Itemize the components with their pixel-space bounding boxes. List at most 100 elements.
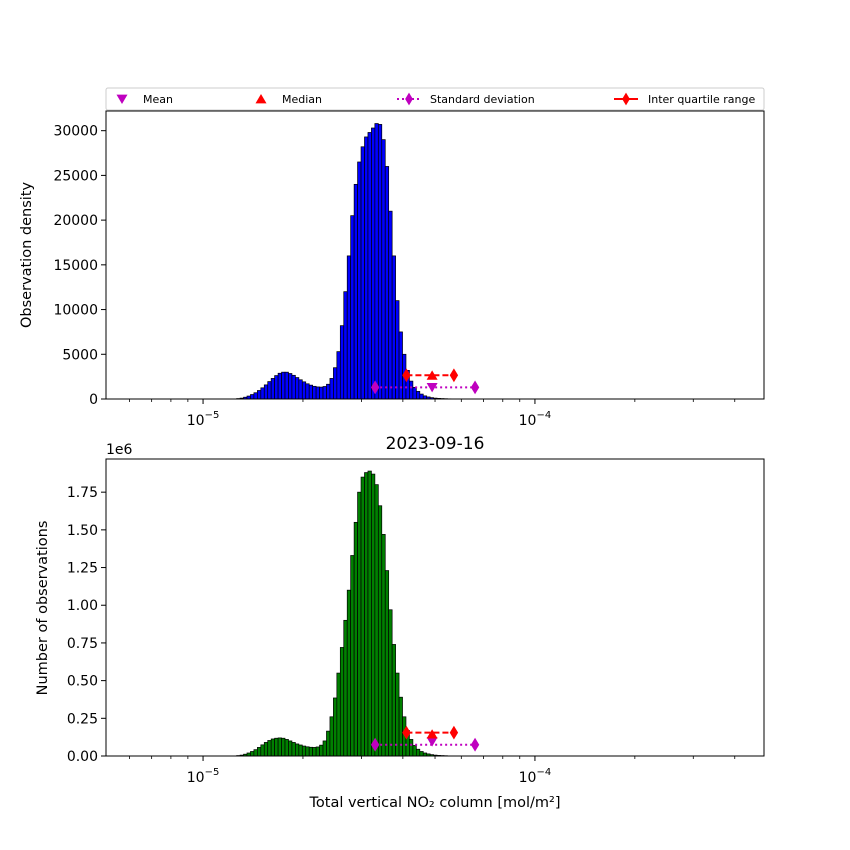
top-histogram-bar (315, 386, 320, 400)
top-histogram-bar (333, 367, 338, 400)
top-y-tick-label: 20000 (53, 213, 98, 229)
top-histogram-bar (267, 381, 272, 400)
top-y-tick-label: 15000 (53, 258, 98, 274)
bottom-y-tick-label: 1.25 (67, 561, 98, 577)
bottom-histogram-bar (415, 748, 421, 757)
top-histogram-bar (353, 183, 358, 400)
bottom-histogram-bar (412, 745, 417, 757)
top-histogram-bar (371, 127, 376, 400)
top-histogram-bar (288, 373, 293, 400)
bottom-axes-frame (105, 458, 765, 757)
bottom-x-axis-label: Total vertical NO₂ column [mol/m²] (309, 795, 561, 811)
bottom-histogram-bar (374, 484, 379, 757)
top-histogram-bar (360, 146, 365, 400)
top-histogram-bars (236, 123, 472, 400)
bottom-histogram-bar (371, 473, 376, 757)
top-y-axis-label: Observation density (19, 182, 35, 328)
top-histogram-bar (260, 387, 265, 400)
top-histogram-bar (326, 383, 331, 400)
bottom-histogram-bar (333, 697, 338, 757)
bottom-y-tick-label: 0.25 (67, 711, 98, 727)
bottom-histogram-bar (298, 744, 303, 757)
top-statistics-markers (370, 368, 480, 395)
bottom-histogram-bar (274, 737, 279, 757)
bottom-statistics-markers (370, 725, 480, 752)
top-histogram-bar (367, 132, 372, 400)
top-histogram-bar (257, 390, 262, 400)
top-histogram-bar (274, 375, 279, 400)
top-axes-frame (105, 110, 765, 400)
top-std-dev-marker (370, 380, 380, 395)
top-histogram-bar (298, 379, 303, 400)
bottom-histogram-bar (315, 746, 320, 757)
bottom-histogram-bar (312, 747, 317, 757)
bottom-y-tick-label: 0.75 (67, 636, 98, 652)
top-histogram-bar (329, 378, 334, 400)
top-histogram-bar (409, 380, 414, 400)
bottom-histogram-bar (267, 740, 272, 757)
bottom-mean-marker (426, 737, 438, 747)
legend-marker-diamond (405, 92, 413, 106)
top-histogram-bar (295, 377, 300, 400)
bottom-histogram-bar (346, 589, 352, 757)
bottom-median-marker (426, 729, 438, 739)
top-histogram-bar (312, 385, 317, 400)
bottom-histogram-bar (336, 672, 341, 757)
top-histogram-bar (374, 123, 379, 400)
bottom-histogram-bar (319, 744, 324, 757)
bottom-histogram-bar (398, 696, 403, 757)
top-histogram-bar (263, 384, 269, 400)
bottom-histogram-bar (305, 746, 310, 757)
top-histogram-bar (270, 378, 275, 400)
bottom-histogram-bars (236, 470, 459, 757)
legend-label: Inter quartile range (648, 93, 755, 106)
top-histogram-bar (398, 331, 403, 400)
bottom-histogram-bar (343, 619, 348, 757)
top-histogram-bar (391, 255, 396, 400)
bottom-histogram-bar (291, 742, 296, 757)
bottom-histogram-bar (329, 716, 334, 757)
bottom-histogram-bar (419, 751, 424, 757)
bottom-histogram-bar (295, 743, 300, 757)
bottom-histogram-bar (277, 737, 282, 757)
top-histogram-bar (343, 291, 348, 400)
top-histogram-bar (419, 393, 424, 400)
legend-label: Standard deviation (430, 93, 535, 106)
bottom-histogram-bar (326, 730, 331, 757)
bottom-y-tick-label: 0.00 (67, 749, 98, 765)
legend: Mean Median Standard deviation Inter quarti… (105, 87, 765, 111)
bottom-histogram-bar (350, 555, 355, 757)
bottom-histogram-bar (353, 521, 358, 757)
top-histogram-bar (364, 136, 369, 400)
top-histogram-bar (308, 384, 314, 400)
bottom-histogram-bar (364, 472, 369, 757)
top-histogram-bar (253, 392, 258, 400)
bottom-y-tick-label: 1.50 (67, 523, 98, 539)
top-histogram-bar (322, 386, 327, 400)
top-histogram-bar (339, 325, 345, 400)
bottom-histogram-bar (395, 672, 400, 757)
top-x-ticks: 10−5 10−4 (129, 399, 736, 429)
top-mean-marker (426, 382, 438, 393)
bottom-histogram-bar (322, 740, 327, 757)
bottom-histogram-bar (360, 476, 365, 757)
top-histogram-bar (346, 255, 352, 400)
bottom-histogram-bar (284, 739, 289, 757)
bottom-y-tick-label: 1.75 (67, 485, 98, 501)
bottom-histogram-bar (384, 570, 390, 757)
bottom-histogram-bar (301, 745, 307, 757)
bottom-histogram-bar (260, 744, 265, 757)
bottom-histogram-bar (288, 740, 293, 757)
top-histogram-bar (250, 394, 255, 400)
top-histogram-bar (284, 371, 289, 400)
bottom-std-dev-marker (470, 737, 480, 752)
bottom-histogram-bar (409, 739, 414, 757)
top-histogram-bar (281, 371, 286, 400)
bottom-histogram-bar (263, 742, 269, 757)
bottom-histogram-bar (357, 491, 362, 757)
bottom-std-dev-marker (370, 737, 380, 752)
bottom-histogram-bar (281, 737, 286, 757)
top-iqr-marker (449, 368, 459, 383)
bottom-y-offset-label: 1e6 (106, 442, 133, 458)
